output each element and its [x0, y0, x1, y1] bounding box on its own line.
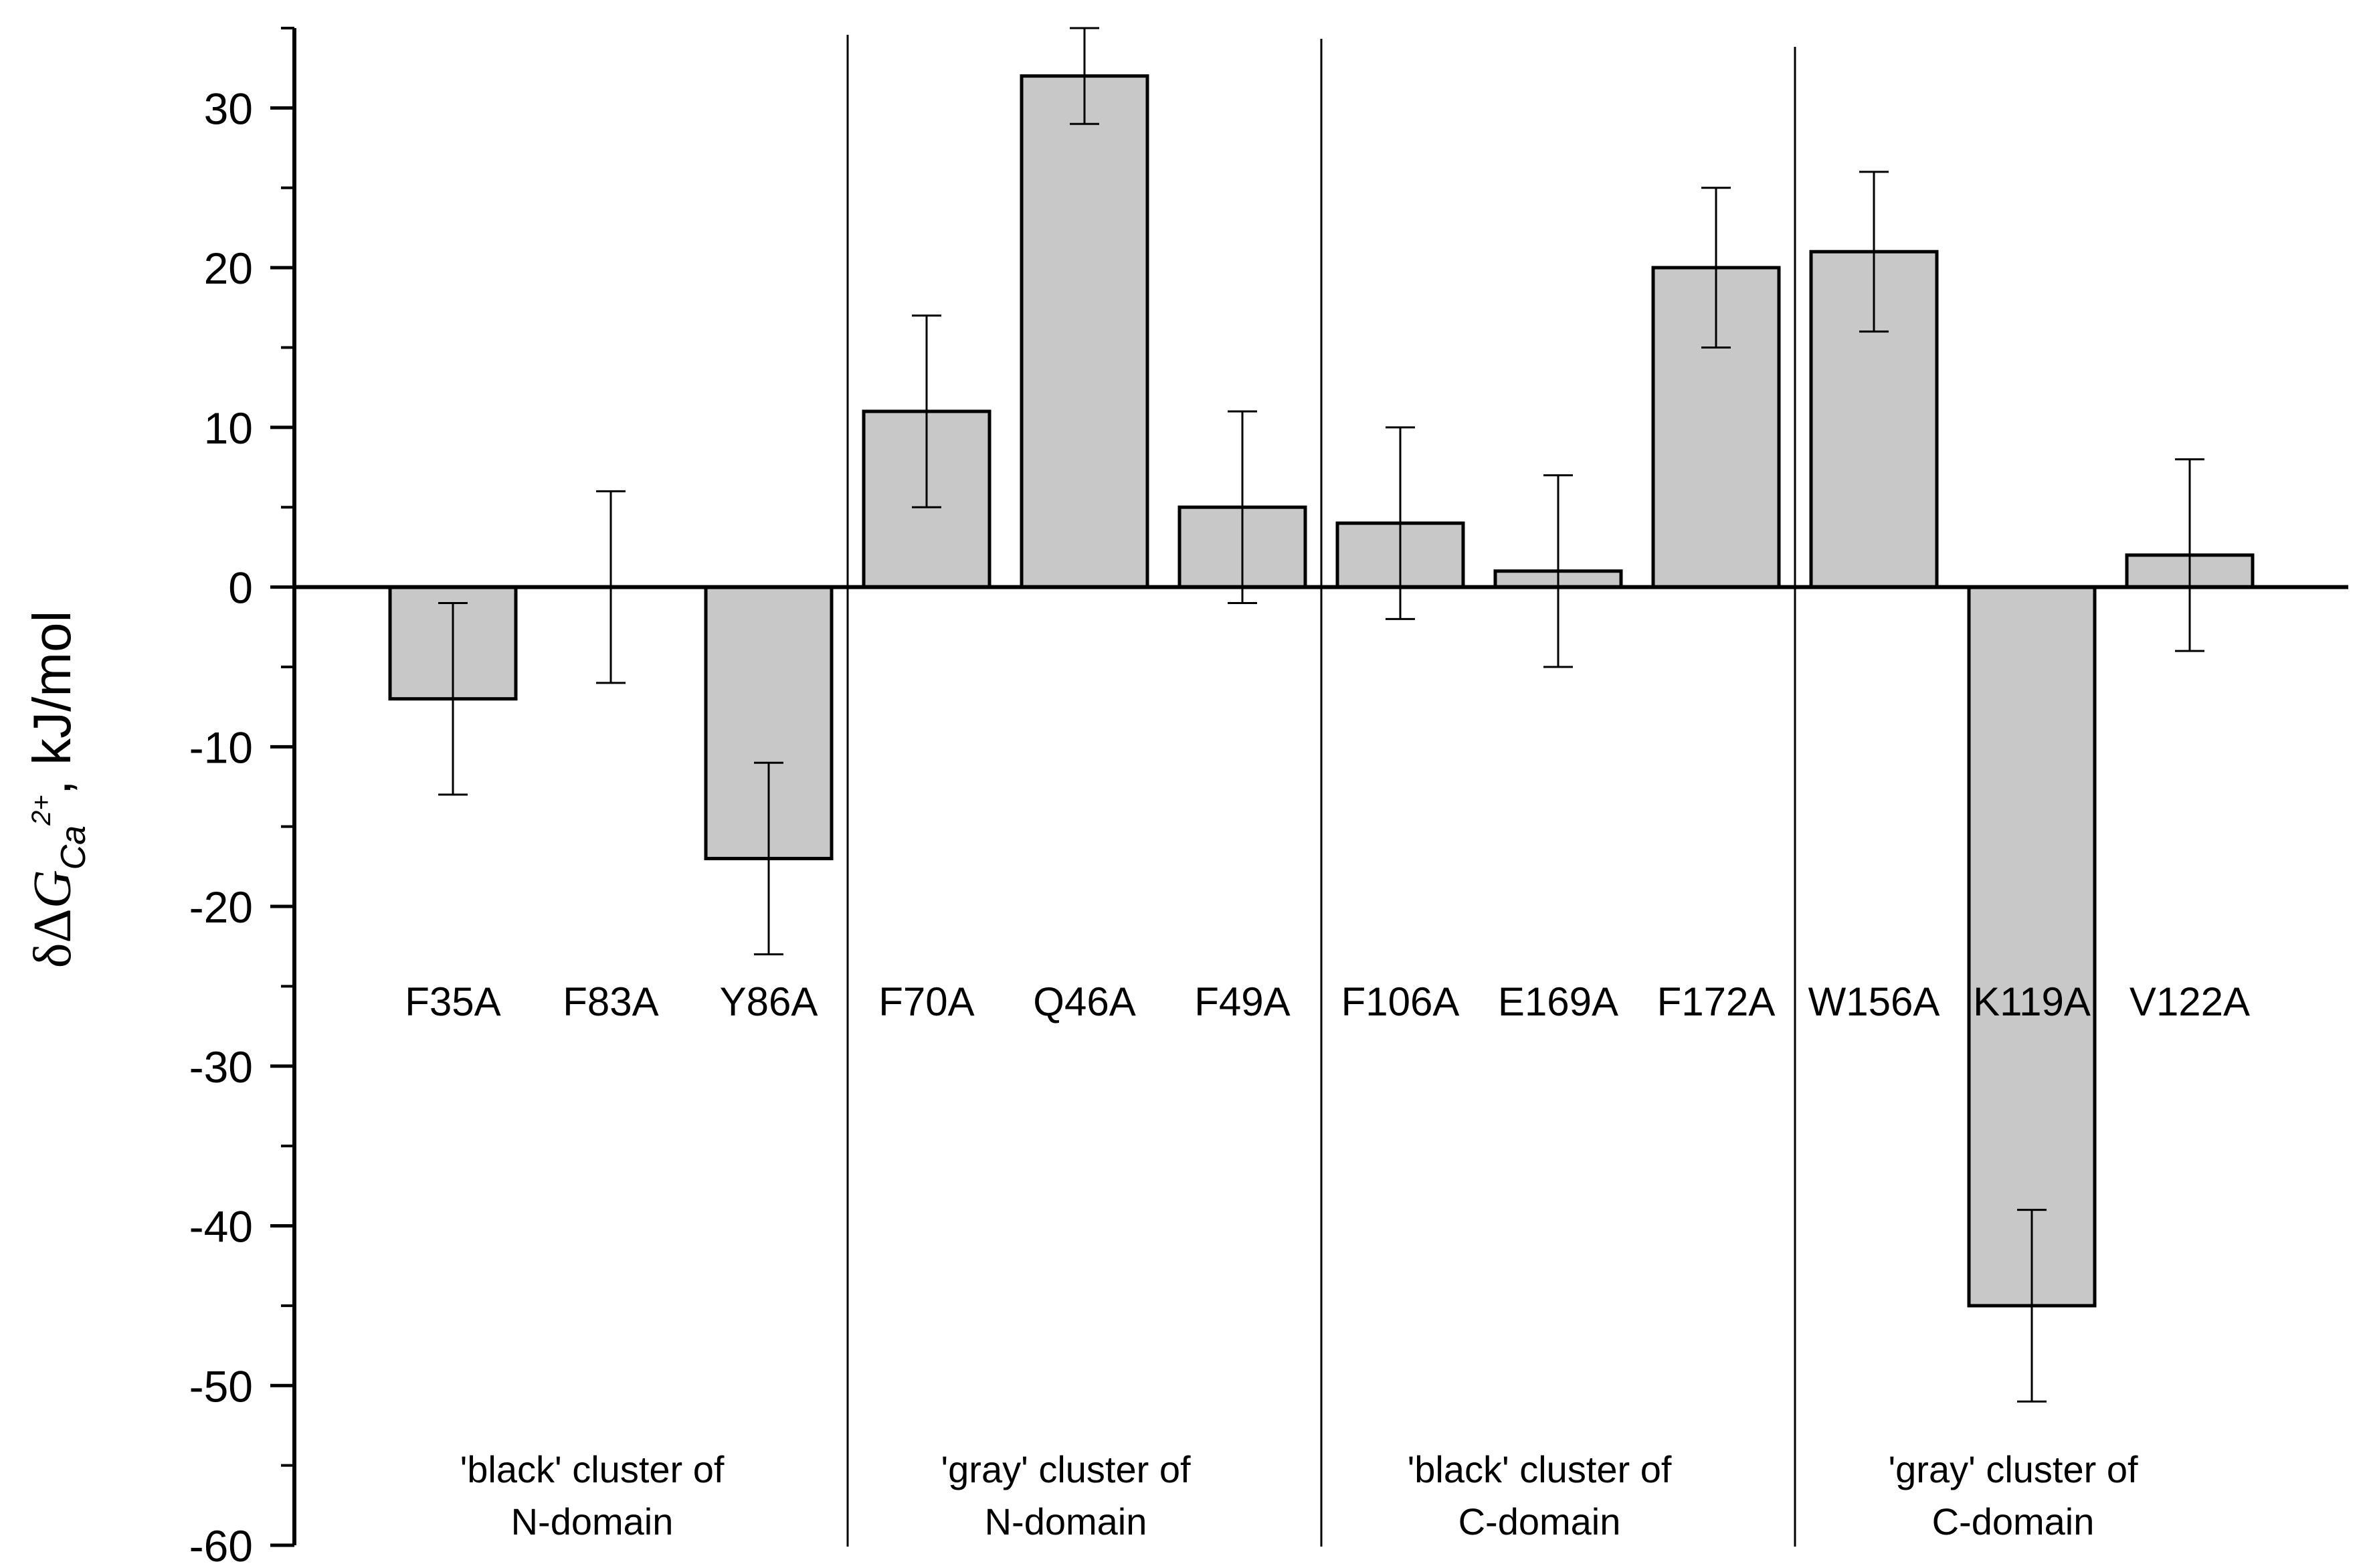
- y-axis-title-prefix: δΔ: [23, 908, 82, 968]
- category-label-f106a: F106A: [1341, 979, 1460, 1024]
- y-axis-title-subscript: Ca: [54, 825, 93, 870]
- y-axis-title-symbol: G: [23, 870, 82, 908]
- group-label-line2: N-domain: [511, 1500, 674, 1543]
- error-bar-w156a: [1859, 171, 1889, 333]
- group-labels: 'black' cluster ofN-domain'gray' cluster…: [460, 1448, 2138, 1543]
- category-label-f83a: F83A: [563, 979, 658, 1024]
- error-bar-f35a: [438, 601, 468, 796]
- error-bars-layer: [438, 27, 2204, 1403]
- y-tick-label: 30: [204, 84, 253, 133]
- y-axis-title-superscript: 2+: [27, 795, 56, 826]
- error-bar-y86a: [754, 761, 783, 956]
- group-label-line2: C-domain: [1932, 1500, 2095, 1543]
- y-axis-title: δΔGCa2+, kJ/mol: [22, 611, 93, 969]
- category-label-v122a: V122A: [2130, 979, 2250, 1024]
- error-bar-f49a: [1228, 410, 1257, 604]
- y-tick-label: 20: [204, 243, 253, 293]
- y-tick-label: -60: [189, 1521, 253, 1568]
- group-label-line1: 'black' cluster of: [460, 1448, 725, 1490]
- y-tick-label: -10: [189, 722, 253, 772]
- category-label-k119a: K119A: [1973, 979, 2091, 1024]
- y-tick-label: 10: [204, 403, 253, 453]
- y-tick-label: -40: [189, 1202, 253, 1252]
- group-label-line1: 'gray' cluster of: [941, 1448, 1191, 1490]
- y-tick-label: -30: [189, 1042, 253, 1092]
- category-label-f49a: F49A: [1194, 979, 1290, 1024]
- category-label-f172a: F172A: [1657, 979, 1776, 1024]
- error-bar-q46a: [1070, 27, 1099, 125]
- category-label-y86a: Y86A: [720, 979, 818, 1024]
- y-axis-title-suffix: , kJ/mol: [22, 611, 82, 795]
- category-label-e169a: E169A: [1498, 979, 1618, 1024]
- y-axis: -60 -50 -40 -30 -20 -10 0 10 20 30: [189, 27, 296, 1568]
- error-bar-e169a: [1543, 474, 1573, 668]
- group-label: 'black' cluster of N-domain: [460, 1448, 725, 1543]
- bar-q46a: [1020, 74, 1149, 589]
- category-labels: F35A F83A Y86A F70A Q46A F49A F106A E169A F172A W…: [405, 979, 2250, 1024]
- y-tick-label: -20: [189, 882, 253, 932]
- category-label-q46a: Q46A: [1033, 979, 1135, 1024]
- group-label-line1: 'black' cluster of: [1408, 1448, 1672, 1490]
- category-label-f35a: F35A: [405, 979, 500, 1024]
- group-label: 'gray' cluster of N-domain: [941, 1448, 1191, 1543]
- group-label-line2: N-domain: [985, 1500, 1147, 1543]
- group-separators: [846, 35, 1796, 1547]
- y-tick-label: -50: [189, 1361, 253, 1411]
- error-bar-v122a: [2175, 458, 2204, 652]
- group-label: 'black' cluster of C-domain: [1408, 1448, 1672, 1543]
- error-bar-k119a: [2017, 1209, 2047, 1403]
- bar-k119a: [1967, 585, 2097, 1308]
- group-label-line1: 'gray' cluster of: [1888, 1448, 2138, 1490]
- group-label-line2: C-domain: [1458, 1500, 1621, 1543]
- category-label-f70a: F70A: [878, 979, 974, 1024]
- y-tick-label: 0: [228, 563, 253, 613]
- error-bar-f70a: [912, 314, 941, 508]
- category-label-w156a: W156A: [1808, 979, 1940, 1024]
- error-bar-f172a: [1701, 187, 1731, 349]
- group-label: 'gray' cluster of C-domain: [1888, 1448, 2138, 1543]
